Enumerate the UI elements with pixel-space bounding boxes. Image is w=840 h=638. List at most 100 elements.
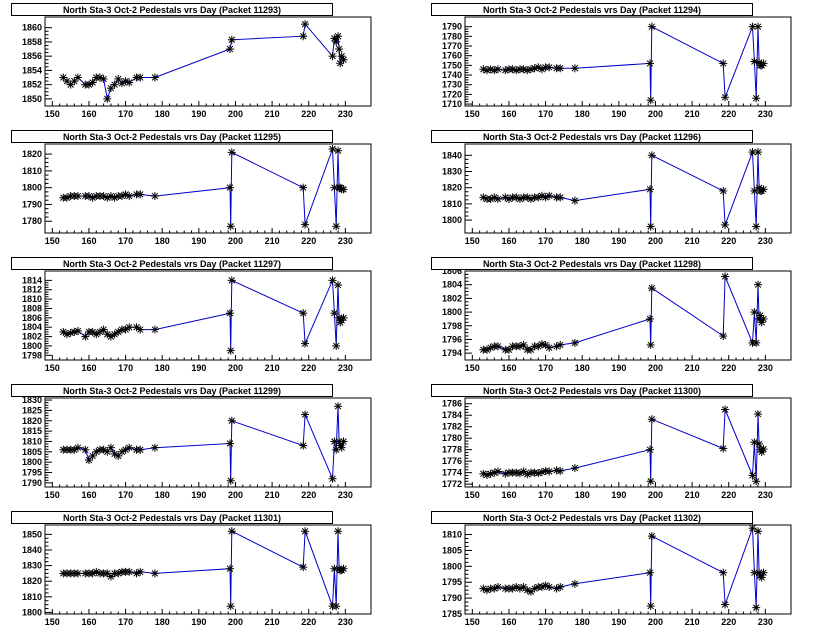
chart-panel: 150 160 170 180 190 200 210 220 230 1790 1795 1800 1… [0, 381, 420, 508]
x-tick-label: 160 [81, 490, 96, 500]
x-tick-label: 150 [45, 363, 60, 373]
data-point [299, 309, 308, 318]
data-point [556, 193, 565, 202]
y-tick-label: 1808 [22, 303, 42, 313]
data-point [545, 63, 554, 72]
y-tick-label: 1802 [22, 332, 42, 342]
y-tick-label: 1796 [442, 334, 462, 344]
x-tick-label: 230 [758, 363, 773, 373]
y-tick-label: 1810 [22, 294, 42, 304]
data-point [328, 145, 337, 154]
y-tick-label: 1805 [22, 447, 42, 457]
y-tick-label: 1802 [442, 293, 462, 303]
x-tick-label: 210 [265, 236, 280, 246]
x-tick-label: 170 [118, 236, 133, 246]
y-tick-label: 1776 [442, 456, 462, 466]
data-point [645, 185, 654, 194]
data-point [721, 93, 730, 102]
x-tick-label: 170 [118, 490, 133, 500]
x-tick-label: 170 [538, 490, 553, 500]
x-tick-label: 170 [538, 363, 553, 373]
x-tick-label: 160 [501, 490, 516, 500]
data-point [334, 146, 343, 155]
y-tick-label: 1806 [22, 313, 42, 323]
data-point [752, 603, 761, 612]
x-tick-label: 180 [155, 490, 170, 500]
data-point [117, 447, 126, 456]
x-tick-label: 230 [758, 490, 773, 500]
data-point [721, 220, 730, 229]
y-tick-label: 1790 [442, 593, 462, 603]
chart-panel: 150 160 170 180 190 200 210 220 230 1800 1810 1820 1… [420, 127, 840, 254]
data-point [299, 441, 308, 450]
data-point [332, 37, 341, 46]
y-tick-label: 1750 [442, 60, 462, 70]
x-tick-label: 200 [648, 363, 663, 373]
chart-panel: 150 160 170 180 190 200 210 220 230 1785 1790 1795 1… [420, 508, 840, 635]
data-point [646, 602, 655, 611]
x-tick-label: 220 [301, 617, 316, 627]
y-tick-label: 1795 [442, 577, 462, 587]
data-point [150, 569, 159, 578]
x-tick-label: 190 [611, 617, 626, 627]
y-tick-label: 1800 [442, 215, 462, 225]
data-point [88, 78, 97, 87]
x-tick-label: 230 [338, 617, 353, 627]
data-point [226, 476, 235, 485]
x-tick-label: 210 [685, 490, 700, 500]
data-point [59, 73, 68, 82]
y-tick-label: 1800 [22, 607, 42, 617]
y-tick-label: 1820 [22, 416, 42, 426]
data-point [482, 345, 491, 354]
x-tick-label: 220 [301, 363, 316, 373]
y-tick-label: 1860 [22, 23, 42, 33]
x-tick-label: 220 [721, 490, 736, 500]
y-tick-label: 1790 [22, 199, 42, 209]
data-point [73, 73, 82, 82]
data-point [73, 192, 82, 201]
y-tick-label: 1810 [22, 436, 42, 446]
y-tick-label: 1820 [22, 149, 42, 159]
y-tick-label: 1780 [442, 433, 462, 443]
x-tick-label: 190 [191, 236, 206, 246]
data-point [752, 222, 761, 231]
data-point [339, 564, 348, 573]
x-tick-label: 160 [81, 363, 96, 373]
data-point [301, 527, 310, 536]
data-point [73, 443, 82, 452]
x-tick-label: 190 [191, 109, 206, 119]
x-tick-label: 200 [648, 617, 663, 627]
chart-title: North Sta-3 Oct-2 Pedestals vrs Day (Pac… [431, 257, 753, 270]
chart-title: North Sta-3 Oct-2 Pedestals vrs Day (Pac… [431, 130, 753, 143]
y-tick-label: 1720 [442, 89, 462, 99]
y-tick-label: 1780 [22, 216, 42, 226]
y-tick-label: 1740 [442, 70, 462, 80]
data-point [647, 151, 656, 160]
chart-title: North Sta-3 Oct-2 Pedestals vrs Day (Pac… [431, 511, 753, 524]
y-tick-label: 1778 [442, 445, 462, 455]
data-point [225, 45, 234, 54]
x-tick-label: 150 [45, 236, 60, 246]
data-point [136, 325, 145, 334]
y-tick-label: 1850 [22, 94, 42, 104]
data-point [721, 600, 730, 609]
plot-frame [44, 143, 372, 234]
data-point [556, 582, 565, 591]
chart-svg: 150 160 170 180 190 200 210 220 2301772177417761… [442, 397, 792, 500]
data-point [339, 55, 348, 64]
x-tick-label: 200 [228, 363, 243, 373]
y-tick-label: 1790 [442, 22, 462, 32]
x-tick-label: 210 [685, 617, 700, 627]
data-point [301, 339, 310, 348]
y-tick-label: 1794 [442, 348, 462, 358]
data-point [545, 191, 554, 200]
y-tick-label: 1786 [442, 399, 462, 409]
x-tick-label: 180 [575, 617, 590, 627]
series-line [63, 406, 344, 481]
data-point [647, 284, 656, 293]
data-point [759, 445, 768, 454]
data-point [136, 190, 145, 199]
y-tick-label: 1825 [22, 405, 42, 415]
chart-svg: 150 160 170 180 190 200 210 220 230 1785 1790 1795 1… [442, 524, 792, 627]
y-tick-label: 1790 [22, 478, 42, 488]
